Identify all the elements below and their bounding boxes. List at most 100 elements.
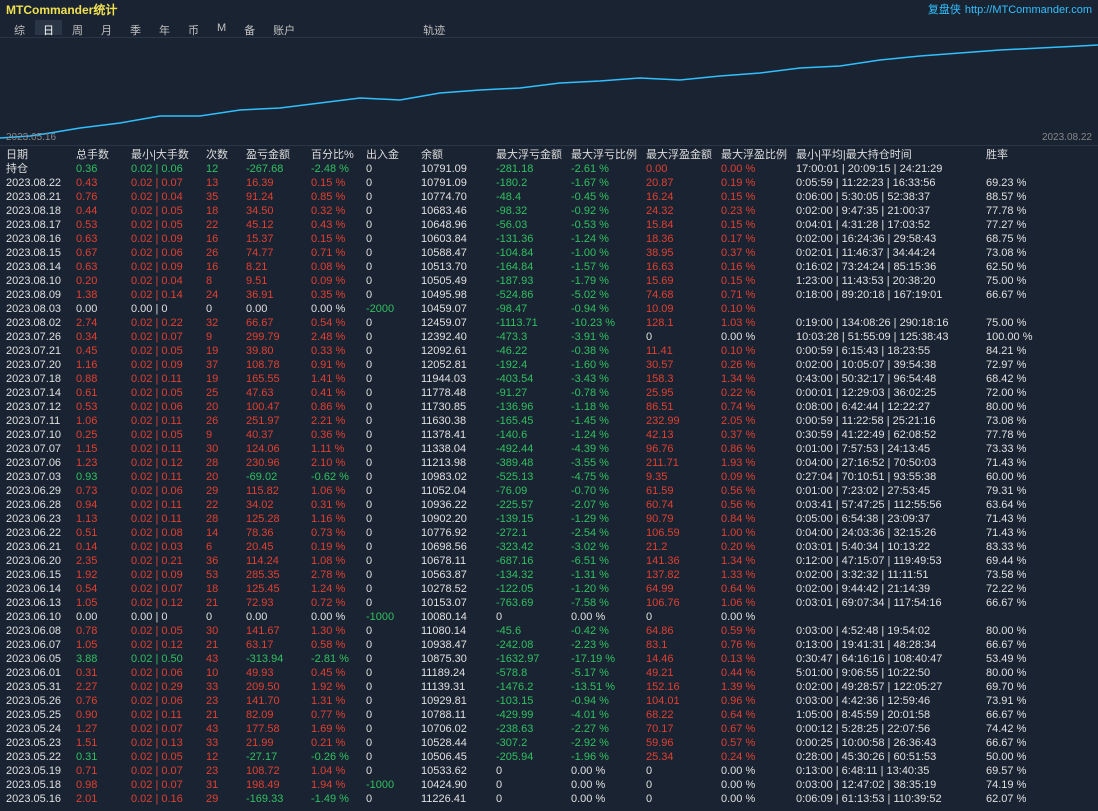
- table-row[interactable]: 2023.05.162.010.02 | 0.1629-169.33-1.49 …: [0, 792, 1098, 806]
- position-row[interactable]: 持仓0.360.02 | 0.0612-267.68-2.48 %010791.…: [0, 162, 1098, 176]
- table-row[interactable]: 2023.06.080.780.02 | 0.0530141.671.30 %0…: [0, 624, 1098, 638]
- table-row[interactable]: 2023.07.071.150.02 | 0.1130124.061.11 %0…: [0, 442, 1098, 456]
- table-row[interactable]: 2023.06.290.730.02 | 0.0629115.821.06 %0…: [0, 484, 1098, 498]
- cell: 10513.70: [421, 260, 496, 274]
- table-row[interactable]: 2023.08.210.760.02 | 0.043591.240.85 %01…: [0, 190, 1098, 204]
- cell: 0.02 | 0.12: [131, 596, 206, 610]
- tab-7[interactable]: M: [209, 20, 234, 35]
- table-row[interactable]: 2023.06.210.140.02 | 0.03620.450.19 %010…: [0, 540, 1098, 554]
- cell: 15.69: [646, 274, 721, 288]
- table-row[interactable]: 2023.05.312.270.02 | 0.2933209.501.92 %0…: [0, 680, 1098, 694]
- table-row[interactable]: 2023.08.022.740.02 | 0.223266.670.54 %01…: [0, 316, 1098, 330]
- cell: 0: [366, 498, 421, 512]
- tab-6[interactable]: 币: [180, 20, 207, 35]
- tab-0[interactable]: 综: [6, 20, 33, 35]
- tab-5[interactable]: 年: [151, 20, 178, 35]
- table-row[interactable]: 2023.08.170.530.02 | 0.052245.120.43 %01…: [0, 218, 1098, 232]
- table-row[interactable]: 2023.08.030.000.00 | 000.000.00 %-200010…: [0, 302, 1098, 316]
- table-row[interactable]: 2023.07.111.060.02 | 0.1126251.972.21 %0…: [0, 414, 1098, 428]
- col-header: 百分比%: [311, 148, 366, 162]
- table-row[interactable]: 2023.05.260.760.02 | 0.0623141.701.31 %0…: [0, 694, 1098, 708]
- table-row[interactable]: 2023.06.202.350.02 | 0.2136114.241.08 %0…: [0, 554, 1098, 568]
- table-row[interactable]: 2023.08.100.200.02 | 0.0489.510.09 %0105…: [0, 274, 1098, 288]
- cell: 74.77: [246, 246, 311, 260]
- cell: 0:04:00 | 24:03:36 | 32:15:26: [796, 526, 986, 540]
- cell: 73.58 %: [986, 568, 1041, 582]
- cell: 72.22 %: [986, 582, 1041, 596]
- cell: 0: [366, 176, 421, 190]
- table-row[interactable]: 2023.07.201.160.02 | 0.0937108.780.91 %0…: [0, 358, 1098, 372]
- cell: 12392.40: [421, 330, 496, 344]
- cell: 0.96 %: [721, 694, 796, 708]
- table-row[interactable]: 2023.08.220.430.02 | 0.071316.390.15 %01…: [0, 176, 1098, 190]
- cell: 2023.05.22: [6, 750, 76, 764]
- cell: 0:00:59 | 6:15:43 | 18:23:55: [796, 344, 986, 358]
- cell: 0: [366, 400, 421, 414]
- cell: 0: [366, 162, 421, 176]
- table-row[interactable]: 2023.05.250.900.02 | 0.112182.090.77 %01…: [0, 708, 1098, 722]
- tab-1[interactable]: 日: [35, 20, 62, 35]
- table-row[interactable]: 2023.06.231.130.02 | 0.1128125.281.16 %0…: [0, 512, 1098, 526]
- table-row[interactable]: 2023.07.061.230.02 | 0.1228230.962.10 %0…: [0, 456, 1098, 470]
- header-link[interactable]: 复盘侠http://MTCommander.com: [928, 1, 1092, 17]
- table-row[interactable]: 2023.07.210.450.02 | 0.051939.800.33 %01…: [0, 344, 1098, 358]
- cell: 100.00 %: [986, 330, 1041, 344]
- table-row[interactable]: 2023.05.220.310.02 | 0.0512-27.17-0.26 %…: [0, 750, 1098, 764]
- cell: 70.17: [646, 722, 721, 736]
- table-row[interactable]: 2023.08.091.380.02 | 0.142436.910.35 %01…: [0, 288, 1098, 302]
- cell: 2023.08.03: [6, 302, 76, 316]
- table-row[interactable]: 2023.06.220.510.02 | 0.081478.360.73 %01…: [0, 526, 1098, 540]
- cell: 75.00 %: [986, 316, 1041, 330]
- table-row[interactable]: 2023.06.100.000.00 | 000.000.00 %-100010…: [0, 610, 1098, 624]
- cell: -225.57: [496, 498, 571, 512]
- table-row[interactable]: 2023.05.241.270.02 | 0.0743177.581.69 %0…: [0, 722, 1098, 736]
- cell: 177.58: [246, 722, 311, 736]
- table-row[interactable]: 2023.06.151.920.02 | 0.0953285.352.78 %0…: [0, 568, 1098, 582]
- tab-9[interactable]: 账户: [265, 20, 303, 35]
- table-row[interactable]: 2023.07.100.250.02 | 0.05940.370.36 %011…: [0, 428, 1098, 442]
- tab-8[interactable]: 备: [236, 20, 263, 35]
- cell: 2023.06.20: [6, 554, 76, 568]
- cell: 16.39: [246, 176, 311, 190]
- cell: 0: [206, 302, 246, 316]
- cell: 0:03:01 | 69:07:34 | 117:54:16: [796, 596, 986, 610]
- table-row[interactable]: 2023.07.140.610.02 | 0.052547.630.41 %01…: [0, 386, 1098, 400]
- tab-3[interactable]: 月: [93, 20, 120, 35]
- table-row[interactable]: 2023.08.160.630.02 | 0.091615.370.15 %01…: [0, 232, 1098, 246]
- cell: 0.23 %: [721, 204, 796, 218]
- tab-4[interactable]: 季: [122, 20, 149, 35]
- cell: -1.49 %: [311, 792, 366, 806]
- cell: 141.36: [646, 554, 721, 568]
- table-row[interactable]: 2023.05.231.510.02 | 0.133321.990.21 %01…: [0, 736, 1098, 750]
- table-row[interactable]: 2023.06.071.050.02 | 0.122163.170.58 %01…: [0, 638, 1098, 652]
- tab-2[interactable]: 周: [64, 20, 91, 35]
- table-row[interactable]: 2023.07.120.530.02 | 0.0620100.470.86 %0…: [0, 400, 1098, 414]
- cell: -1632.97: [496, 652, 571, 666]
- cell: 11944.03: [421, 372, 496, 386]
- table-row[interactable]: 2023.08.140.630.02 | 0.09168.210.08 %010…: [0, 260, 1098, 274]
- cell: 0: [366, 190, 421, 204]
- cell: 0: [366, 428, 421, 442]
- table-row[interactable]: 2023.06.140.540.02 | 0.0718125.451.24 %0…: [0, 582, 1098, 596]
- tab-right[interactable]: 轨迹: [415, 20, 453, 35]
- table-row[interactable]: 2023.08.150.670.02 | 0.062674.770.71 %01…: [0, 246, 1098, 260]
- equity-line: [0, 45, 1098, 138]
- table-row[interactable]: 2023.07.030.930.02 | 0.1120-69.02-0.62 %…: [0, 470, 1098, 484]
- table-row[interactable]: 2023.05.180.980.02 | 0.0731198.491.94 %-…: [0, 778, 1098, 792]
- cell: -238.63: [496, 722, 571, 736]
- cell: 37: [206, 358, 246, 372]
- table-row[interactable]: 2023.08.180.440.02 | 0.051834.500.32 %01…: [0, 204, 1098, 218]
- cell: -0.70 %: [571, 484, 646, 498]
- table-row[interactable]: 2023.07.180.880.02 | 0.1119165.551.41 %0…: [0, 372, 1098, 386]
- cell: -76.09: [496, 484, 571, 498]
- table-row[interactable]: 2023.06.280.940.02 | 0.112234.020.31 %01…: [0, 498, 1098, 512]
- table-row[interactable]: 2023.05.190.710.02 | 0.0723108.721.04 %0…: [0, 764, 1098, 778]
- cell: 2023.08.18: [6, 204, 76, 218]
- table-row[interactable]: 2023.06.131.050.02 | 0.122172.930.72 %01…: [0, 596, 1098, 610]
- table-row[interactable]: 2023.06.053.880.02 | 0.5043-313.94-2.81 …: [0, 652, 1098, 666]
- cell: 0:06:09 | 61:13:53 | 110:39:52: [796, 792, 986, 806]
- cell: 10902.20: [421, 512, 496, 526]
- table-row[interactable]: 2023.06.010.310.02 | 0.061049.930.45 %01…: [0, 666, 1098, 680]
- cell: 0.02 | 0.05: [131, 750, 206, 764]
- table-row[interactable]: 2023.07.260.340.02 | 0.079299.792.48 %01…: [0, 330, 1098, 344]
